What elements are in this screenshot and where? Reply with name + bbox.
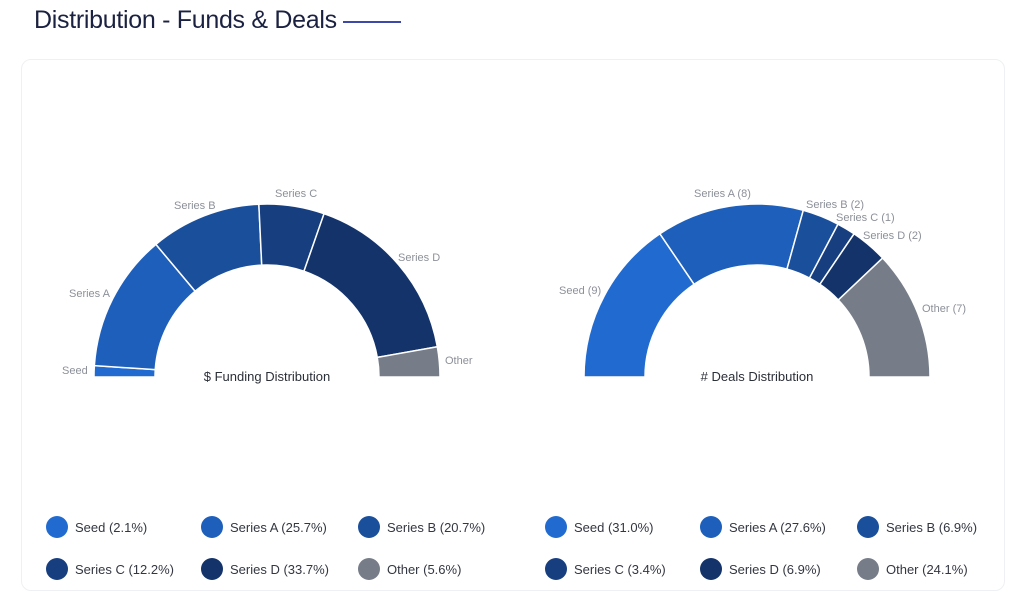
- page-header: Distribution - Funds & Deals: [34, 6, 401, 35]
- legend-item-other[interactable]: Other (24.1%): [857, 558, 1017, 580]
- slice-label-series-b: Series B: [174, 200, 216, 212]
- legend-item-series-d[interactable]: Series D (33.7%): [201, 558, 358, 580]
- slice-series-d[interactable]: [302, 212, 439, 359]
- legend-label: Other (5.6%): [387, 561, 462, 577]
- slice-label-series-a: Series A: [69, 288, 111, 300]
- page-title: Distribution - Funds & Deals: [34, 6, 337, 34]
- legend-item-series-c[interactable]: Series C (3.4%): [545, 558, 700, 580]
- legend-item-seed[interactable]: Seed (31.0%): [545, 516, 700, 538]
- legend-item-series-d[interactable]: Series D (6.9%): [700, 558, 857, 580]
- slice-label-series-c: Series C: [275, 188, 317, 200]
- legend-item-series-b[interactable]: Series B (20.7%): [358, 516, 518, 538]
- legend-item-seed[interactable]: Seed (2.1%): [46, 516, 201, 538]
- legend-label: Series D (33.7%): [230, 561, 329, 577]
- legend-dot-icon: [358, 516, 380, 538]
- legend-label: Seed (31.0%): [574, 519, 654, 535]
- slice-label-series-d: Series D: [398, 252, 440, 264]
- slice-label-series-d: Series D (2): [863, 230, 922, 242]
- slice-label-series-a: Series A (8): [694, 188, 751, 200]
- legend-label: Series A (25.7%): [230, 519, 327, 535]
- legend-label: Series A (27.6%): [729, 519, 826, 535]
- chart-title: $ Funding Distribution: [204, 369, 330, 384]
- legend-label: Seed (2.1%): [75, 519, 148, 535]
- legend-dot-icon: [857, 516, 879, 538]
- legend-dot-icon: [545, 558, 567, 580]
- legend-item-series-b[interactable]: Series B (6.9%): [857, 516, 1017, 538]
- distribution-card: [21, 59, 1005, 591]
- legend-label: Series C (3.4%): [574, 561, 666, 577]
- slice-label-series-c: Series C (1): [836, 212, 895, 224]
- funding-distribution-chart: Seed Series A Series B Series C Series D Othe…: [62, 188, 473, 384]
- legend-label: Series B (6.9%): [886, 519, 978, 535]
- slice-label-seed: Seed: [62, 365, 88, 377]
- chart-title: # Deals Distribution: [701, 369, 814, 384]
- legend-dot-icon: [201, 516, 223, 538]
- legend-item-series-c[interactable]: Series C (12.2%): [46, 558, 201, 580]
- legend-label: Other (24.1%): [886, 561, 968, 577]
- legend-dot-icon: [358, 558, 380, 580]
- slice-label-series-b: Series B (2): [806, 199, 864, 211]
- title-underline-decoration: [342, 21, 401, 23]
- funding-legend: Seed (2.1%) Series A (25.7%) Series B (20.…: [46, 516, 518, 580]
- slice-other[interactable]: [376, 345, 441, 378]
- legend-item-other[interactable]: Other (5.6%): [358, 558, 518, 580]
- legend-label: Series D (6.9%): [729, 561, 821, 577]
- legend-dot-icon: [700, 558, 722, 580]
- legend-item-series-a[interactable]: Series A (25.7%): [201, 516, 358, 538]
- deals-legend: Seed (31.0%) Series A (27.6%) Series B (6.…: [545, 516, 1017, 580]
- legend-item-series-a[interactable]: Series A (27.6%): [700, 516, 857, 538]
- legend-dot-icon: [46, 558, 68, 580]
- legend-dot-icon: [201, 558, 223, 580]
- slice-label-seed: Seed (9): [559, 285, 601, 297]
- slice-label-other: Other: [445, 355, 473, 367]
- deals-distribution-chart: Seed (9) Series A (8) Series B (2)Series C…: [559, 188, 966, 384]
- legend-dot-icon: [700, 516, 722, 538]
- legend-dot-icon: [46, 516, 68, 538]
- legend-label: Series C (12.2%): [75, 561, 174, 577]
- slice-label-other: Other (7): [922, 303, 966, 315]
- legend-dot-icon: [857, 558, 879, 580]
- legend-dot-icon: [545, 516, 567, 538]
- legend-label: Series B (20.7%): [387, 519, 486, 535]
- slice-other[interactable]: [837, 256, 931, 378]
